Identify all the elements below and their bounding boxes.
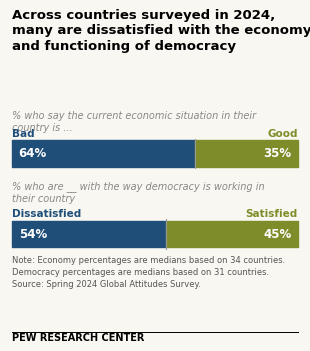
Bar <box>166 221 298 247</box>
Text: Good: Good <box>267 129 298 139</box>
Bar <box>195 140 298 167</box>
Text: Across countries surveyed in 2024,
many are dissatisfied with the economy
and fu: Across countries surveyed in 2024, many … <box>12 9 310 53</box>
Text: Dissatisfied: Dissatisfied <box>12 210 82 219</box>
Text: 54%: 54% <box>19 228 47 241</box>
Bar <box>12 140 195 167</box>
Text: 35%: 35% <box>263 147 291 160</box>
Text: Note: Economy percentages are medians based on 34 countries.
Democracy percentag: Note: Economy percentages are medians ba… <box>12 256 286 289</box>
Text: 45%: 45% <box>263 228 291 241</box>
Text: Satisfied: Satisfied <box>245 210 298 219</box>
Text: 64%: 64% <box>19 147 47 160</box>
Text: PEW RESEARCH CENTER: PEW RESEARCH CENTER <box>12 333 145 343</box>
Text: Bad: Bad <box>12 129 35 139</box>
Bar <box>12 221 166 247</box>
Text: % who say the current economic situation in their
country is ...: % who say the current economic situation… <box>12 111 256 133</box>
Text: % who are __ with the way democracy is working in
their country: % who are __ with the way democracy is w… <box>12 181 265 204</box>
